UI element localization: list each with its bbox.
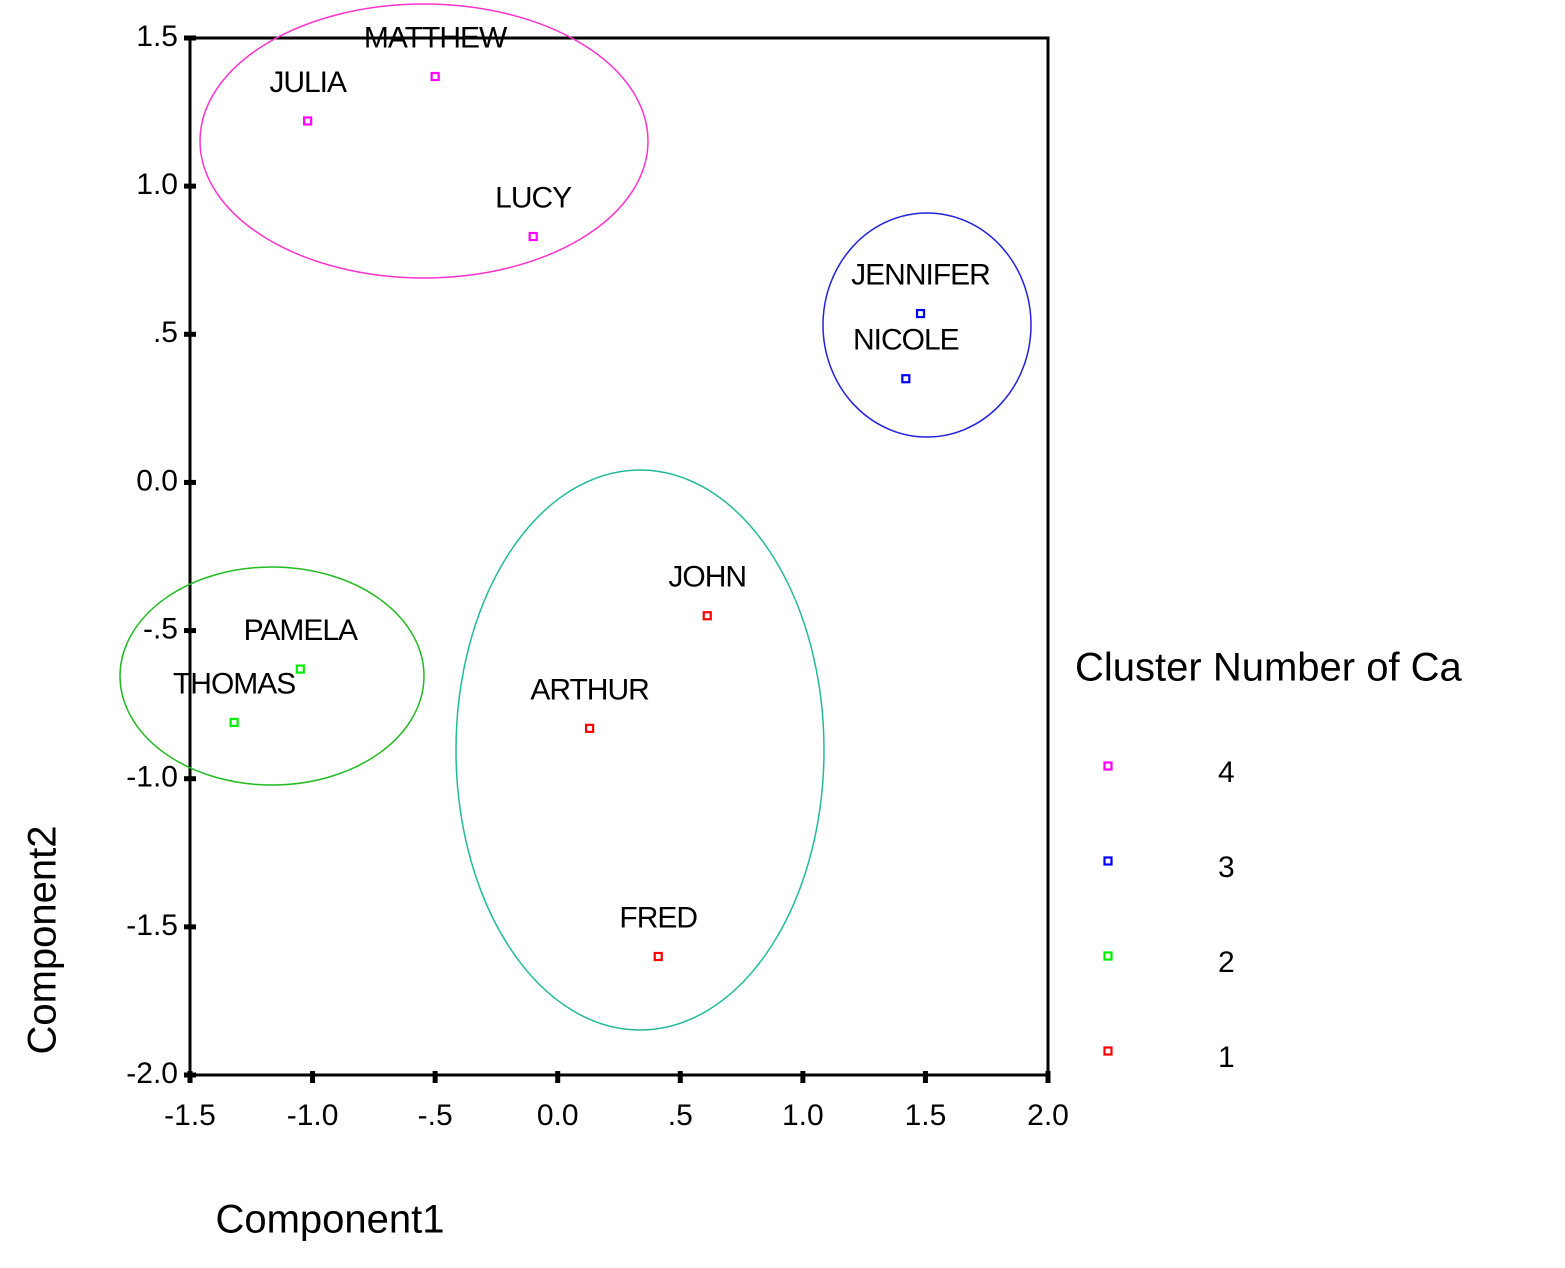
point-label: ARTHUR [530,673,649,706]
x-tick-label: 2.0 [1027,1099,1069,1132]
cluster-ellipse [822,212,1032,438]
x-tick-label: -.5 [418,1099,453,1132]
y-tick-label: -1.0 [126,761,178,794]
x-tick-label: 1.0 [782,1099,824,1132]
point-label: FRED [619,901,697,934]
cluster-ellipse [455,469,825,1031]
x-tick-label: -1.0 [287,1099,339,1132]
x-tick-label: 0.0 [537,1099,579,1132]
legend-marker [1103,1046,1113,1056]
legend-marker [1103,761,1113,771]
data-point [303,116,313,126]
y-tick-label: -1.5 [126,909,178,942]
y-tick-label: 1.0 [136,168,178,201]
legend-label: 4 [1218,756,1235,789]
point-label: MATTHEW [364,21,508,54]
point-label: LUCY [495,181,572,214]
data-point [915,308,926,319]
point-label: JENNIFER [851,258,990,291]
data-point [295,664,305,674]
y-axis-title: Component2 [21,825,65,1054]
x-tick-label: -1.5 [164,1099,216,1132]
point-label: JOHN [668,561,746,594]
y-tick-label: -2.0 [126,1057,178,1090]
data-point [430,71,440,82]
x-tick-label: 1.5 [905,1099,947,1132]
point-label: PAMELA [244,614,358,647]
point-label: JULIA [269,66,347,99]
cluster-ellipse [119,566,425,786]
y-tick-label: -.5 [143,612,178,645]
data-point [702,611,712,621]
legend-marker [1103,951,1113,961]
data-point [584,723,595,733]
data-point [901,374,911,384]
legend-marker [1103,856,1113,866]
legend-title: Cluster Number of Ca [1075,646,1463,690]
data-point [528,231,538,242]
legend-label: 2 [1218,946,1235,979]
y-tick-label: 1.5 [136,20,178,53]
cluster-ellipse [199,3,649,279]
point-label: NICOLE [853,324,959,357]
y-tick-label: .5 [153,316,178,349]
legend-label: 3 [1218,851,1235,884]
legend-label: 1 [1218,1041,1235,1074]
point-label: THOMAS [173,667,295,700]
x-tick-label: .5 [668,1099,693,1132]
plot-frame [188,36,1050,1077]
y-tick-label: 0.0 [136,464,178,497]
data-point [653,951,663,962]
data-point [229,717,239,728]
x-axis-title: Component1 [215,1198,444,1242]
